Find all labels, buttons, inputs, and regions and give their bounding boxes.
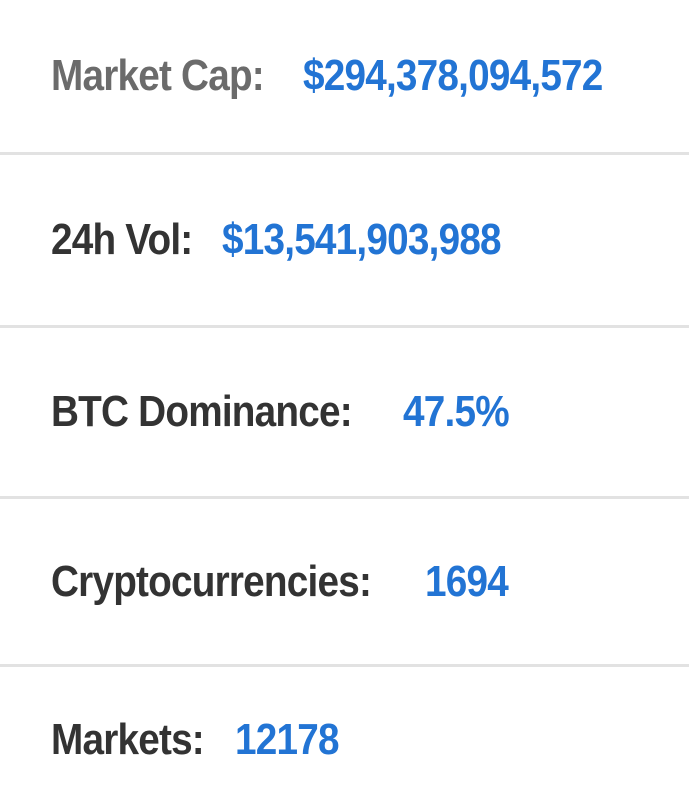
stat-value-24h-volume: $13,541,903,988 [221, 215, 502, 264]
stat-row-markets[interactable]: Markets: 12178 [0, 667, 697, 812]
stat-value-market-cap: $294,378,094,572 [302, 51, 603, 100]
stat-value-cryptocurrencies: 1694 [424, 556, 509, 606]
row-divider [0, 496, 689, 499]
stat-label-market-cap: Market Cap: [51, 51, 265, 100]
stat-line: 24h Vol: $13,541,903,988 [51, 218, 539, 262]
stat-line: Cryptocurrencies: 1694 [51, 556, 519, 606]
stat-row-24h-volume[interactable]: 24h Vol: $13,541,903,988 [0, 155, 697, 325]
stat-line: Markets: 12178 [51, 714, 353, 764]
stat-label-cryptocurrencies: Cryptocurrencies: [51, 556, 372, 606]
stat-row-cryptocurrencies[interactable]: Cryptocurrencies: 1694 [0, 499, 697, 664]
stat-value-markets: 12178 [234, 714, 340, 764]
stat-row-market-cap[interactable]: Market Cap: $294,378,094,572 [0, 0, 697, 152]
stat-value-btc-dominance: 47.5% [402, 387, 510, 436]
row-divider [0, 325, 689, 328]
row-divider [0, 152, 689, 155]
stat-line: Market Cap: $294,378,094,572 [51, 54, 643, 98]
stat-label-24h-volume: 24h Vol: [51, 215, 193, 264]
row-divider [0, 664, 689, 667]
stat-label-btc-dominance: BTC Dominance: [51, 387, 353, 436]
stat-row-btc-dominance[interactable]: BTC Dominance: 47.5% [0, 328, 697, 496]
stat-label-markets: Markets: [51, 714, 205, 764]
stat-line: BTC Dominance: 47.5% [51, 390, 523, 434]
